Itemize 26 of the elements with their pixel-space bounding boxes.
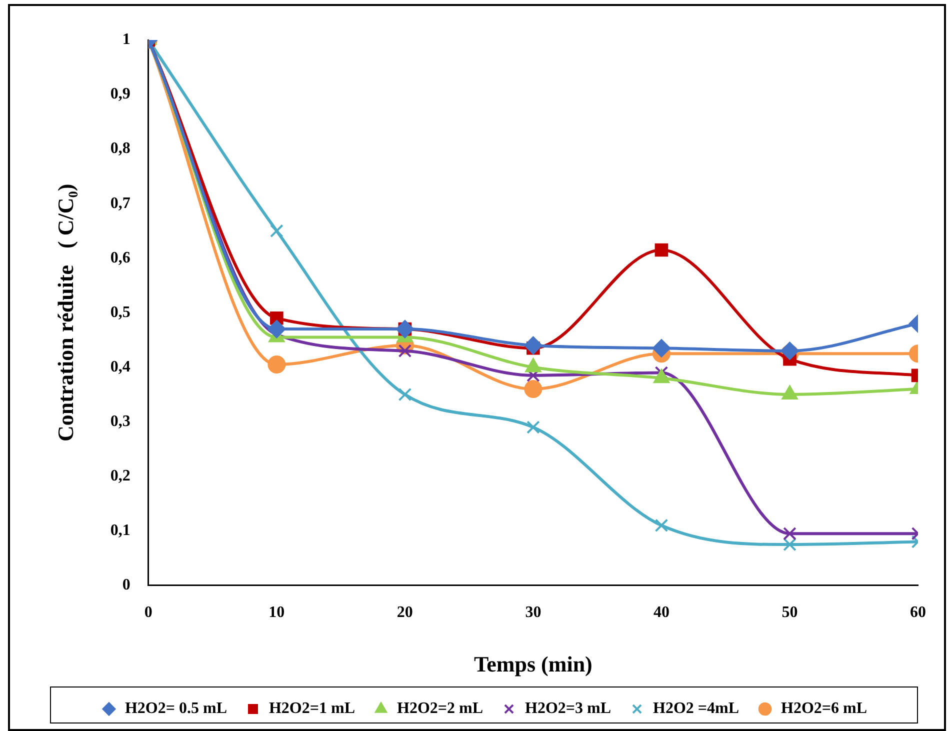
y-tick-label: 0,2: [110, 467, 130, 484]
y-tick-label: 0,5: [110, 304, 130, 321]
x-tick-label: 20: [396, 604, 413, 622]
x-tick-label: 10: [268, 604, 285, 622]
x-axis-title: Temps (min): [474, 651, 592, 676]
legend-label: H2O2 =4mL: [653, 700, 740, 718]
y-tick-label: 0,7: [110, 194, 130, 212]
y-tick-label: 0,1: [110, 522, 130, 539]
x-tick-label: 50: [782, 604, 798, 622]
y-tick-label: 0,4: [110, 358, 130, 376]
y-tick-label: 0,9: [110, 86, 130, 103]
y-tick-label: 0,8: [110, 140, 130, 158]
y-tick-label: 1: [122, 31, 130, 48]
legend-label: H2O2=1 mL: [268, 700, 355, 718]
x-tick-label: 0: [144, 604, 152, 622]
legend-label: H2O2=3 mL: [525, 700, 612, 718]
x-tick-label: 30: [525, 604, 542, 622]
y-axis-title: Contration réduite ( C/C₀): [52, 184, 78, 442]
y-tick-label: 0,3: [110, 412, 130, 430]
x-tick-label: 60: [910, 604, 926, 622]
legend-label: H2O2= 0.5 mL: [124, 700, 227, 718]
y-tick-label: 0: [122, 576, 130, 594]
x-tick-label: 40: [653, 604, 670, 622]
legend-label: H2O2=2 mL: [396, 700, 484, 718]
legend-label: H2O2=6 mL: [781, 700, 868, 718]
y-tick-label: 0,6: [110, 249, 130, 266]
